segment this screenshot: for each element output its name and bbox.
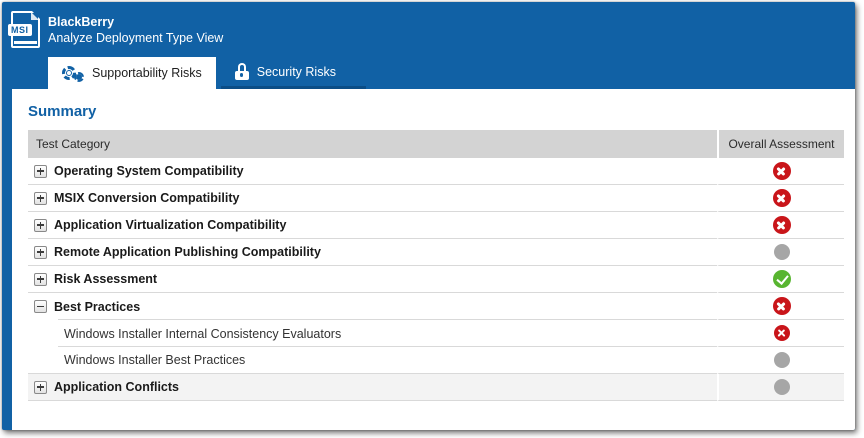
table-row[interactable]: Remote Application Publishing Compatibil… [28,239,844,266]
expand-toggle-icon[interactable] [34,245,47,259]
error-status-icon [772,297,791,315]
msi-document-icon: MSI [8,11,40,48]
lock-icon [234,63,249,80]
error-status-icon [772,189,791,207]
gears-icon [62,65,84,82]
msi-badge: MSI [8,24,32,36]
row-label: Operating System Compatibility [54,164,244,178]
app-title: BlackBerry [48,14,115,29]
row-label: Windows Installer Best Practices [64,353,246,367]
expand-toggle-icon[interactable] [34,272,47,286]
expand-toggle-icon[interactable] [34,191,47,205]
row-label: Application Virtualization Compatibility [54,218,287,232]
neutral-status-icon [773,244,790,260]
table-row[interactable]: MSIX Conversion Compatibility [28,185,844,212]
expand-toggle-icon[interactable] [34,218,47,232]
document-footer-line [14,41,37,44]
page-title: Summary [28,103,97,120]
table-row[interactable]: Best Practices [28,293,844,320]
error-status-icon [773,325,790,341]
table-header-row: Test Category Overall Assessment [28,130,844,158]
summary-table: Test Category Overall Assessment Operati… [28,130,844,401]
neutral-status-icon [773,379,790,395]
tab-security-risks[interactable]: Security Risks [220,57,366,89]
error-status-icon [772,162,791,180]
neutral-status-icon [773,352,790,368]
column-header-test-category: Test Category [36,137,111,151]
content-panel: Summary Test Category Overall Assessment… [12,89,855,430]
collapse-toggle-icon[interactable] [34,300,47,313]
error-status-icon [772,216,791,234]
tab-label: Supportability Risks [92,66,202,80]
row-label: MSIX Conversion Compatibility [54,191,240,205]
tab-bar: Supportability Risks Security Risks [2,57,855,89]
table-row[interactable]: Operating System Compatibility [28,158,844,185]
app-window: MSI BlackBerry Analyze Deployment Type V… [2,2,855,430]
row-label: Remote Application Publishing Compatibil… [54,245,321,259]
row-label: Risk Assessment [54,272,158,286]
title-bar: MSI BlackBerry Analyze Deployment Type V… [2,2,855,57]
table-row[interactable]: Risk Assessment [28,266,844,293]
success-status-icon [772,270,791,288]
row-label: Best Practices [54,299,141,314]
table-row[interactable]: Application Conflicts [28,374,844,401]
tab-label: Security Risks [256,64,336,79]
table-row[interactable]: Application Virtualization Compatibility [28,212,844,239]
table-subrow: Windows Installer Best Practices [28,347,844,374]
app-subtitle: Analyze Deployment Type View [48,30,224,45]
row-label: Application Conflicts [54,380,179,394]
row-label: Windows Installer Internal Consistency E… [64,326,342,341]
expand-toggle-icon[interactable] [34,164,47,178]
table-subrow: Windows Installer Internal Consistency E… [28,320,844,347]
column-header-overall-assessment: Overall Assessment [717,130,844,158]
expand-toggle-icon[interactable] [34,380,47,394]
tab-supportability-risks[interactable]: Supportability Risks [48,57,216,89]
